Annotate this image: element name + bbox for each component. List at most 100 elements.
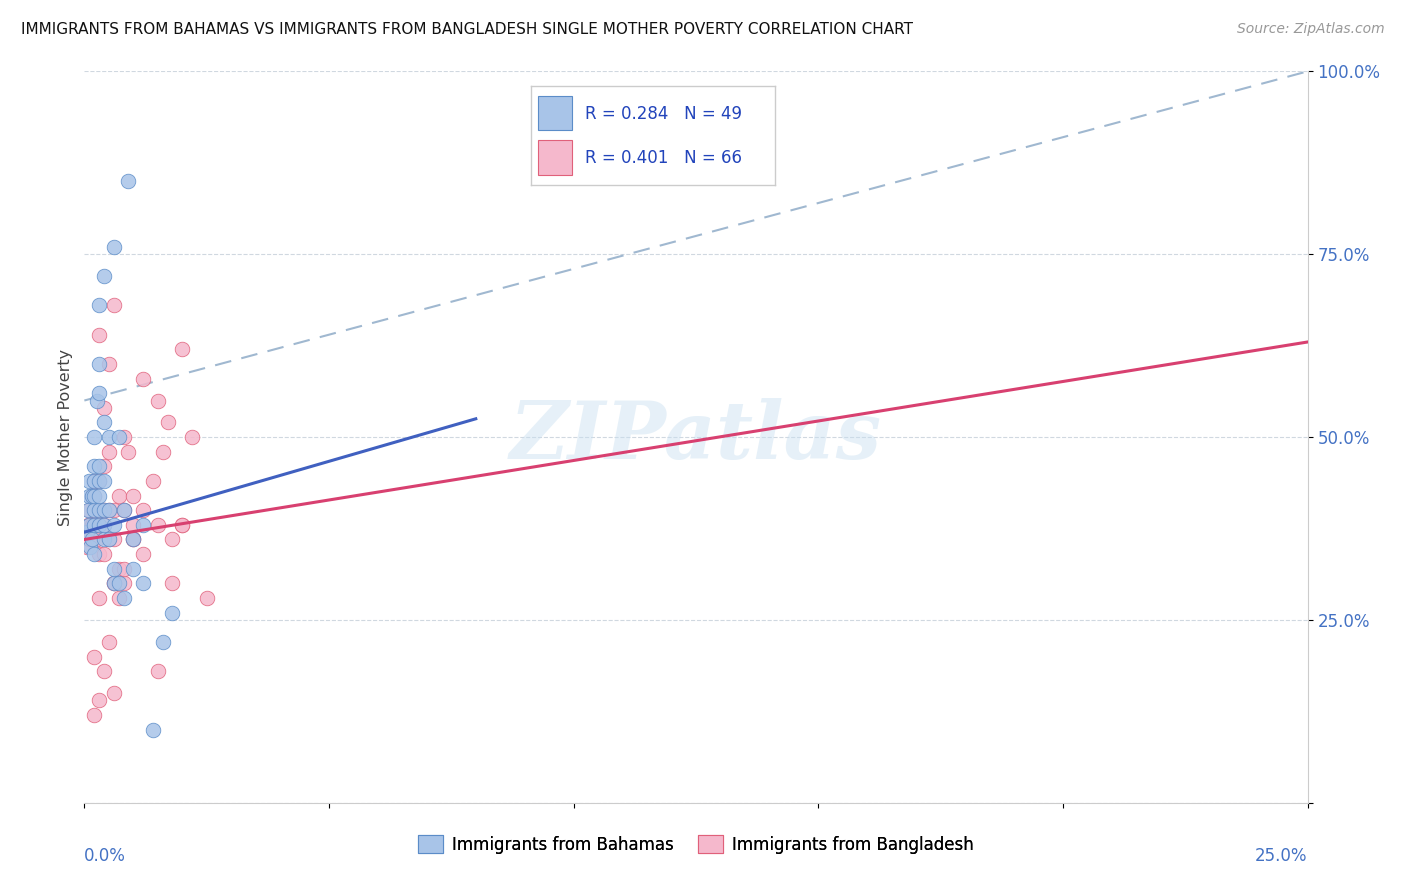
Point [87,503,110,517]
Point [87,591,110,605]
Point [77,474,100,488]
Point [103,576,125,591]
Point [83,430,105,444]
Point [93,517,115,532]
Point [112,503,135,517]
Point [97,357,120,371]
Point [132,517,155,532]
Text: IMMIGRANTS FROM BAHAMAS VS IMMIGRANTS FROM BANGLADESH SINGLE MOTHER POVERTY CORR: IMMIGRANTS FROM BAHAMAS VS IMMIGRANTS FR… [21,22,912,37]
Point [83,459,105,474]
Point [132,576,155,591]
Point [103,298,125,312]
Point [172,517,194,532]
Point [83,474,105,488]
Point [107,489,129,503]
Point [112,576,135,591]
Point [172,343,194,357]
Point [93,474,115,488]
Point [93,533,115,547]
Point [122,562,145,576]
Point [132,371,155,385]
Point [93,664,115,678]
Point [97,503,120,517]
Point [83,503,105,517]
Point [80,489,103,503]
Point [162,533,184,547]
Point [103,576,125,591]
Point [97,533,120,547]
Point [87,693,110,707]
Point [83,649,105,664]
Point [93,517,115,532]
Point [87,547,110,561]
Text: ZIPatlas: ZIPatlas [510,399,882,475]
Point [87,517,110,532]
Point [162,576,184,591]
Point [97,444,120,458]
Point [83,708,105,723]
Point [87,459,110,474]
Point [122,533,145,547]
Point [93,269,115,284]
Point [103,686,125,700]
Point [132,547,155,561]
Point [77,489,100,503]
Point [77,503,100,517]
Point [112,591,135,605]
Point [103,517,125,532]
Point [152,635,174,649]
Point [152,444,174,458]
Point [80,489,103,503]
Point [142,474,165,488]
Point [87,517,110,532]
Point [146,664,169,678]
Point [162,606,184,620]
Point [80,533,103,547]
Point [93,503,115,517]
Point [87,386,110,401]
Point [97,533,120,547]
Point [77,517,100,532]
Point [86,393,108,408]
Point [156,416,179,430]
Point [79,540,101,554]
Point [83,489,105,503]
Point [195,591,218,605]
Point [93,459,115,474]
Point [103,576,125,591]
Point [83,503,105,517]
Point [181,430,204,444]
Point [77,503,100,517]
Point [103,503,125,517]
Point [87,474,110,488]
Point [103,533,125,547]
Y-axis label: Single Mother Poverty: Single Mother Poverty [58,349,73,525]
Point [87,489,110,503]
Point [97,430,120,444]
Point [83,547,105,561]
Point [172,517,194,532]
Point [112,503,135,517]
Point [87,357,110,371]
Point [112,430,135,444]
Point [87,298,110,312]
Point [76,525,98,540]
Point [77,533,100,547]
Text: Source: ZipAtlas.com: Source: ZipAtlas.com [1237,22,1385,37]
Point [80,517,103,532]
Point [83,533,105,547]
Point [146,517,169,532]
Point [122,489,145,503]
Point [76,540,98,554]
Point [83,489,105,503]
Point [117,444,139,458]
Point [83,517,105,532]
Point [122,533,145,547]
Point [132,503,155,517]
Point [97,503,120,517]
Point [107,430,129,444]
Point [87,474,110,488]
Point [93,401,115,415]
Point [93,503,115,517]
Point [86,533,108,547]
